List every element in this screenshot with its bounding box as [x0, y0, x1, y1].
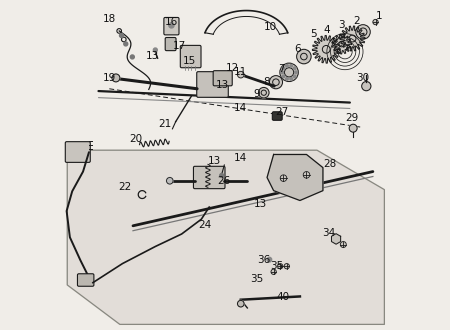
- Circle shape: [282, 75, 285, 78]
- Text: 19: 19: [103, 73, 116, 83]
- FancyBboxPatch shape: [180, 46, 201, 68]
- Text: 5: 5: [310, 29, 317, 39]
- Circle shape: [278, 264, 283, 269]
- FancyBboxPatch shape: [165, 38, 176, 50]
- Circle shape: [120, 34, 123, 37]
- Text: 30: 30: [356, 73, 369, 83]
- Circle shape: [270, 76, 283, 89]
- Text: 18: 18: [103, 14, 116, 24]
- Circle shape: [238, 71, 244, 78]
- Text: 26: 26: [218, 176, 231, 186]
- Text: 34: 34: [322, 228, 335, 238]
- Text: 15: 15: [183, 56, 196, 66]
- Text: 2: 2: [353, 16, 360, 26]
- Text: 20: 20: [129, 134, 142, 144]
- Text: 29: 29: [345, 113, 358, 123]
- Text: 10: 10: [264, 22, 277, 32]
- FancyBboxPatch shape: [164, 17, 179, 35]
- Circle shape: [373, 19, 378, 25]
- FancyBboxPatch shape: [77, 274, 94, 286]
- Circle shape: [297, 49, 311, 64]
- Circle shape: [293, 67, 296, 70]
- Circle shape: [166, 178, 173, 184]
- Text: 40: 40: [277, 292, 290, 302]
- Circle shape: [130, 55, 134, 59]
- Text: 13: 13: [254, 199, 267, 209]
- Circle shape: [362, 82, 371, 91]
- Text: 1: 1: [375, 12, 382, 21]
- Circle shape: [280, 63, 298, 82]
- Circle shape: [295, 71, 297, 74]
- Circle shape: [267, 257, 272, 262]
- FancyBboxPatch shape: [272, 112, 282, 120]
- Circle shape: [220, 174, 224, 178]
- Text: 35: 35: [251, 274, 264, 284]
- FancyBboxPatch shape: [197, 72, 228, 97]
- Polygon shape: [332, 234, 341, 244]
- Circle shape: [286, 78, 288, 80]
- Circle shape: [153, 48, 158, 52]
- Circle shape: [169, 23, 174, 28]
- Text: 21: 21: [158, 119, 172, 129]
- Circle shape: [290, 64, 292, 67]
- Circle shape: [112, 74, 120, 82]
- Text: 4: 4: [324, 25, 330, 35]
- Polygon shape: [332, 34, 351, 54]
- Text: 13: 13: [145, 51, 159, 61]
- Text: 17: 17: [173, 41, 186, 51]
- Circle shape: [258, 87, 269, 98]
- Polygon shape: [340, 26, 365, 51]
- Text: 27: 27: [275, 107, 288, 117]
- Circle shape: [303, 172, 310, 178]
- Circle shape: [356, 25, 370, 39]
- Text: 13: 13: [208, 156, 221, 166]
- Text: 24: 24: [198, 220, 211, 230]
- Text: 28: 28: [323, 159, 336, 169]
- Text: 35: 35: [270, 261, 284, 271]
- FancyBboxPatch shape: [194, 166, 225, 189]
- Circle shape: [280, 175, 287, 182]
- Text: 7: 7: [278, 64, 285, 74]
- Circle shape: [124, 42, 128, 46]
- Text: 13: 13: [216, 81, 229, 90]
- Text: 8: 8: [263, 77, 270, 87]
- Text: 3: 3: [338, 20, 345, 30]
- Circle shape: [340, 242, 346, 248]
- Circle shape: [238, 300, 244, 307]
- Circle shape: [290, 78, 292, 80]
- Polygon shape: [267, 154, 323, 201]
- Circle shape: [281, 71, 284, 74]
- Text: 6: 6: [294, 44, 301, 54]
- Text: 12: 12: [225, 63, 239, 73]
- FancyBboxPatch shape: [65, 142, 90, 162]
- Text: 22: 22: [118, 182, 131, 192]
- Circle shape: [293, 75, 296, 78]
- FancyBboxPatch shape: [213, 71, 232, 86]
- Text: 16: 16: [165, 17, 178, 27]
- Text: 11: 11: [234, 67, 248, 77]
- Text: 9: 9: [253, 89, 260, 99]
- Text: 36: 36: [257, 255, 270, 265]
- Text: 14: 14: [234, 153, 248, 163]
- Circle shape: [349, 124, 357, 132]
- Circle shape: [284, 264, 289, 269]
- Polygon shape: [67, 150, 384, 324]
- Text: 14: 14: [234, 104, 248, 114]
- Circle shape: [286, 64, 288, 67]
- Circle shape: [271, 269, 276, 275]
- Circle shape: [282, 67, 285, 70]
- Polygon shape: [312, 36, 340, 63]
